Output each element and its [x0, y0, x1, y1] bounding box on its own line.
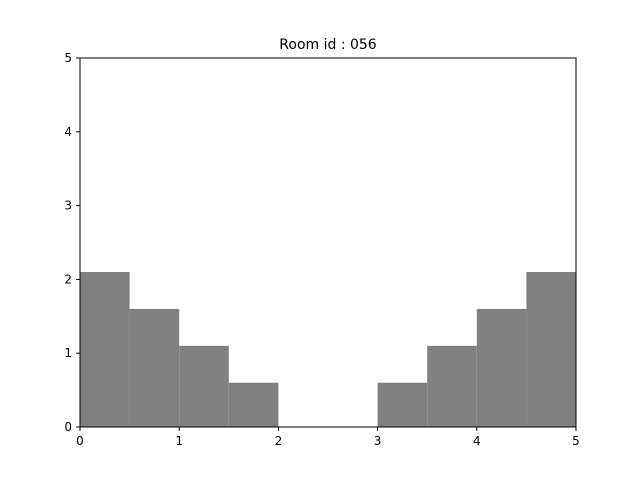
stair-block-3: [179, 345, 229, 427]
x-tick-label: 1: [175, 434, 183, 448]
x-tick-label: 2: [275, 434, 283, 448]
plot-frame: [79, 57, 577, 428]
y-tick-label: 3: [64, 199, 72, 213]
y-tick-label: 2: [64, 272, 72, 286]
chart-title: Room id : 056: [279, 37, 377, 53]
y-tick-label: 4: [64, 125, 72, 139]
y-tick-label: 0: [64, 420, 72, 434]
stair-block-6: [427, 345, 477, 427]
stair-block-5: [377, 382, 428, 427]
x-tick-label: 5: [572, 434, 580, 448]
stair-block-2: [129, 308, 180, 427]
x-axis: 0 1 2 3 4 5: [76, 427, 580, 448]
stair-block-1: [80, 272, 130, 427]
stair-blocks: [80, 272, 576, 427]
y-axis: 0 1 2 3 4 5: [64, 51, 80, 434]
x-tick-label: 0: [76, 434, 84, 448]
stair-block-4: [228, 382, 279, 427]
stair-block-8: [526, 272, 576, 427]
x-tick-label: 4: [473, 434, 481, 448]
stair-block-7: [476, 308, 527, 427]
y-tick-label: 1: [64, 346, 72, 360]
x-tick-label: 3: [374, 434, 382, 448]
y-tick-label: 5: [64, 51, 72, 65]
